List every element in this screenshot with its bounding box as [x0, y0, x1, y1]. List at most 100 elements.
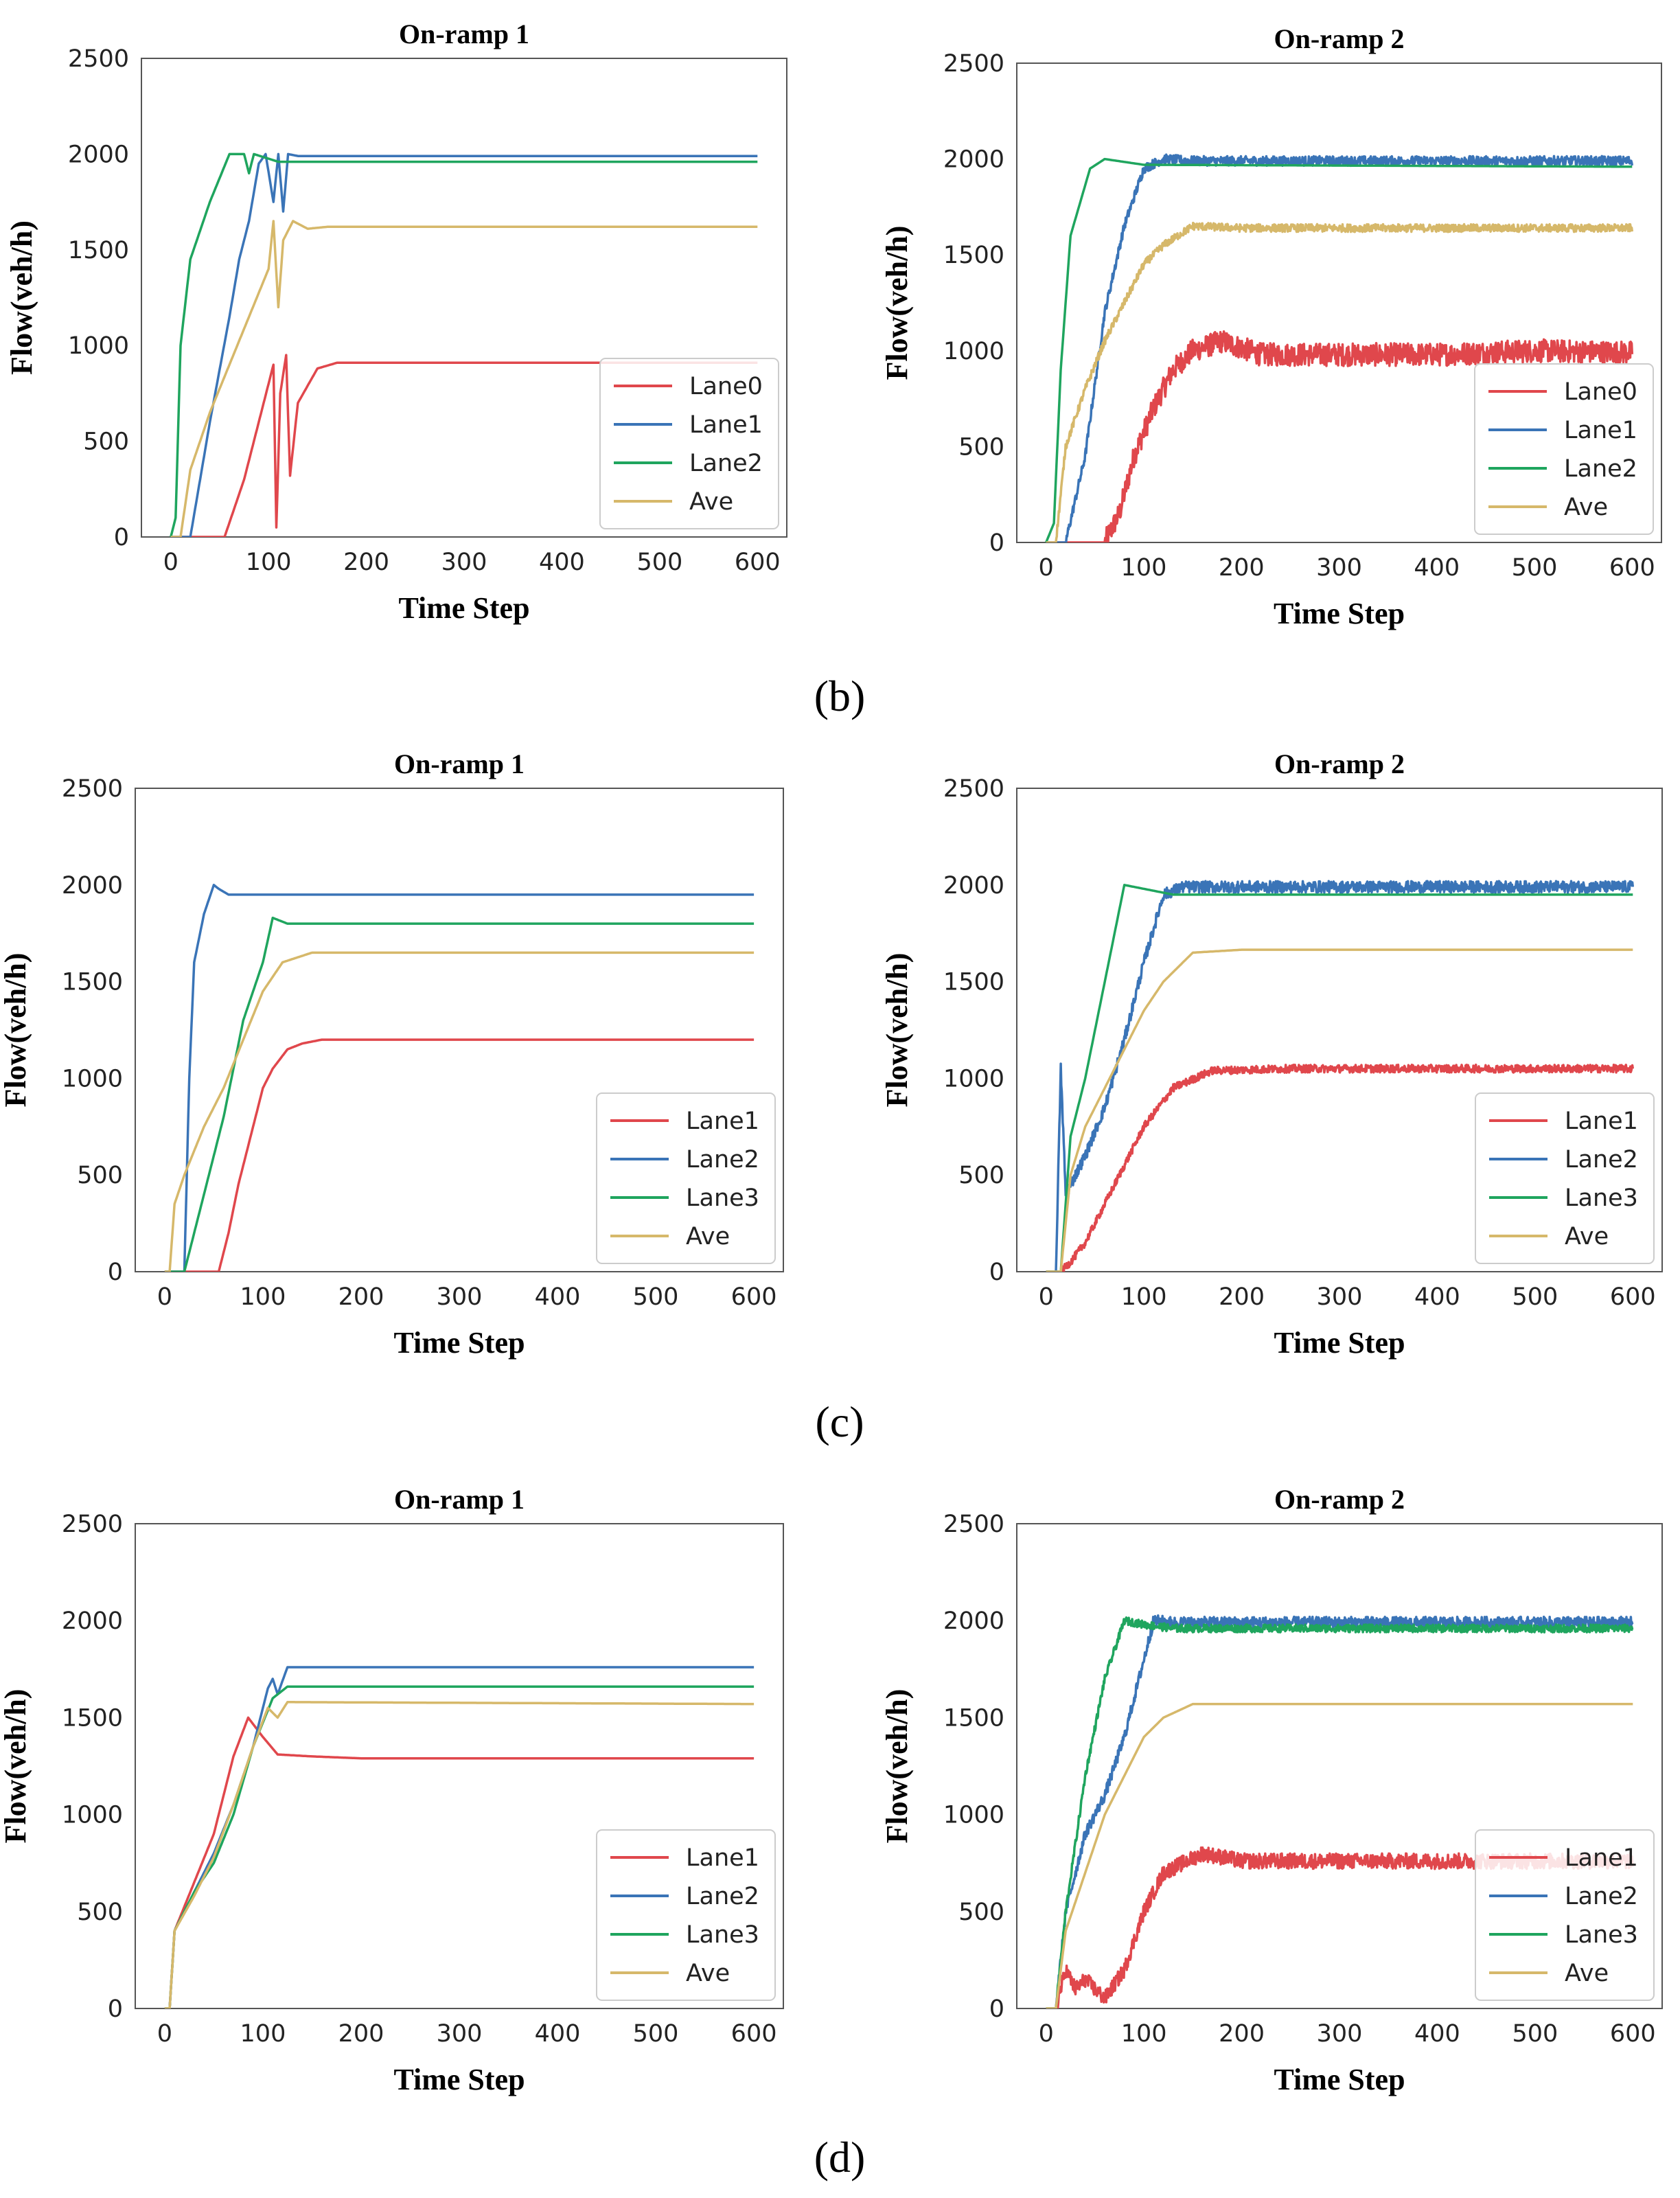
y-tick-label: 500 [83, 428, 129, 456]
chart-1: On-ramp 1 0 100 200 300 400 500 600 0 500 1000 1500… [5, 19, 787, 625]
y-tick-label: 2000 [68, 141, 129, 168]
y-tick-label: 2000 [943, 1607, 1004, 1635]
x-axis-label: Time Step [1274, 1326, 1405, 1360]
legend-label: Lane2 [1565, 1146, 1638, 1174]
y-tick-label: 2500 [62, 1511, 123, 1538]
y-tick-label: 1000 [943, 1065, 1004, 1092]
x-tick-label: 100 [1121, 1283, 1167, 1311]
y-tick-label: 500 [77, 1162, 123, 1189]
chart-title: On-ramp 2 [1274, 1484, 1405, 1515]
legend: Lane1 Lane2 Lane3 Ave [1475, 1092, 1655, 1264]
x-tick-label: 200 [343, 549, 389, 576]
legend: Lane0 Lane1 Lane2 Ave [1474, 363, 1654, 535]
series-group [164, 1666, 755, 2008]
series-group [1045, 153, 1634, 542]
legend: Lane1 Lane2 Lane3 Ave [1475, 1829, 1655, 2001]
chart-6: On-ramp 2 0 100 200 300 400 500 600 0 500 1000 1500… [880, 1484, 1663, 2096]
x-tick-label: 600 [1610, 2020, 1656, 2048]
y-tick-label: 1500 [943, 242, 1004, 269]
y-tick-label: 2000 [943, 872, 1004, 900]
legend-label: Lane2 [689, 450, 763, 477]
y-tick-label: 500 [77, 1899, 123, 1926]
x-tick-label: 200 [1219, 2020, 1265, 2048]
x-tick-label: 400 [1414, 1283, 1460, 1311]
x-tick-label: 300 [1316, 554, 1362, 582]
series-line-lane1 [1045, 1063, 1635, 1272]
legend-label: Ave [686, 1223, 730, 1250]
legend-label: Ave [1564, 494, 1608, 521]
legend-label: Ave [686, 1960, 730, 1987]
legend-box [599, 358, 779, 529]
x-tick-label: 0 [1039, 1283, 1054, 1311]
series-line-ave [1046, 948, 1633, 1272]
x-tick-label: 400 [1414, 554, 1460, 582]
series-line-lane1 [164, 1038, 755, 1272]
legend-label: Lane2 [1565, 1883, 1638, 1910]
x-tick-label: 400 [535, 2020, 581, 2048]
x-tick-label: 400 [535, 1283, 581, 1311]
y-tick-label: 2000 [943, 146, 1004, 174]
y-tick-label: 2000 [62, 872, 123, 900]
x-axis-label: Time Step [393, 2063, 525, 2096]
series-line-lane3 [1046, 884, 1633, 1272]
legend-label: Lane1 [1565, 1844, 1638, 1872]
series-line-lane3 [1045, 1616, 1634, 2008]
legend-label: Lane1 [1564, 417, 1637, 444]
panel-label: (b) [814, 672, 866, 720]
y-tick-label: 2500 [68, 45, 129, 73]
x-tick-label: 200 [338, 2020, 384, 2048]
y-tick-label: 0 [989, 1995, 1004, 2023]
legend-box [1475, 1829, 1655, 2001]
x-tick-label: 100 [246, 549, 292, 576]
panel-label: (d) [814, 2133, 866, 2182]
chart-title: On-ramp 2 [1274, 23, 1405, 54]
legend-label: Ave [1565, 1223, 1609, 1250]
legend-box [596, 1829, 776, 2001]
series-line-ave [170, 220, 758, 537]
series-line-lane2 [170, 152, 758, 537]
y-tick-label: 1000 [62, 1802, 123, 1829]
legend-label: Lane0 [689, 373, 763, 400]
x-tick-label: 500 [1512, 2020, 1558, 2048]
x-tick-label: 300 [437, 1283, 483, 1311]
legend-label: Lane3 [1565, 1921, 1638, 1949]
chart-2: On-ramp 2 0 100 200 300 400 500 600 0 500 1000 1500… [880, 23, 1662, 630]
y-tick-label: 0 [989, 1259, 1004, 1286]
x-tick-label: 300 [1317, 2020, 1363, 2048]
series-group [164, 884, 755, 1272]
legend-label: Ave [1565, 1960, 1609, 1987]
y-tick-label: 1500 [62, 1704, 123, 1732]
x-tick-label: 600 [735, 549, 781, 576]
chart-title: On-ramp 1 [394, 748, 525, 779]
legend-box [596, 1092, 776, 1264]
x-tick-label: 100 [240, 1283, 286, 1311]
x-tick-label: 300 [1317, 1283, 1363, 1311]
x-tick-label: 0 [163, 549, 179, 576]
legend-label: Lane1 [686, 1844, 759, 1872]
x-axis-label: Time Step [398, 591, 529, 625]
x-tick-label: 600 [1610, 1283, 1656, 1311]
x-tick-label: 0 [1039, 2020, 1054, 2048]
series-line-lane2 [1045, 880, 1635, 1272]
x-tick-label: 500 [636, 549, 682, 576]
series-line-lane2 [1045, 1614, 1634, 2008]
y-tick-label: 2500 [943, 50, 1004, 78]
y-tick-label: 1500 [62, 969, 123, 996]
y-tick-label: 1500 [943, 1704, 1004, 1732]
panel-label: (c) [815, 1397, 864, 1446]
x-tick-label: 100 [1121, 554, 1167, 582]
x-tick-label: 300 [437, 2020, 483, 2048]
y-tick-label: 1000 [943, 1802, 1004, 1829]
y-tick-label: 1000 [943, 338, 1004, 365]
x-tick-label: 300 [441, 549, 487, 576]
y-tick-label: 2500 [62, 775, 123, 803]
x-tick-label: 400 [539, 549, 585, 576]
series-line-lane0 [1045, 330, 1634, 542]
y-axis-label: Flow(veh/h) [880, 1689, 914, 1844]
y-axis-label: Flow(veh/h) [880, 226, 914, 380]
x-axis-label: Time Step [393, 1326, 525, 1360]
chart-title: On-ramp 1 [399, 19, 529, 49]
chart-4: On-ramp 2 0 100 200 300 400 500 600 0 500 1000 1500… [880, 748, 1663, 1360]
x-axis-label: Time Step [1274, 597, 1405, 630]
